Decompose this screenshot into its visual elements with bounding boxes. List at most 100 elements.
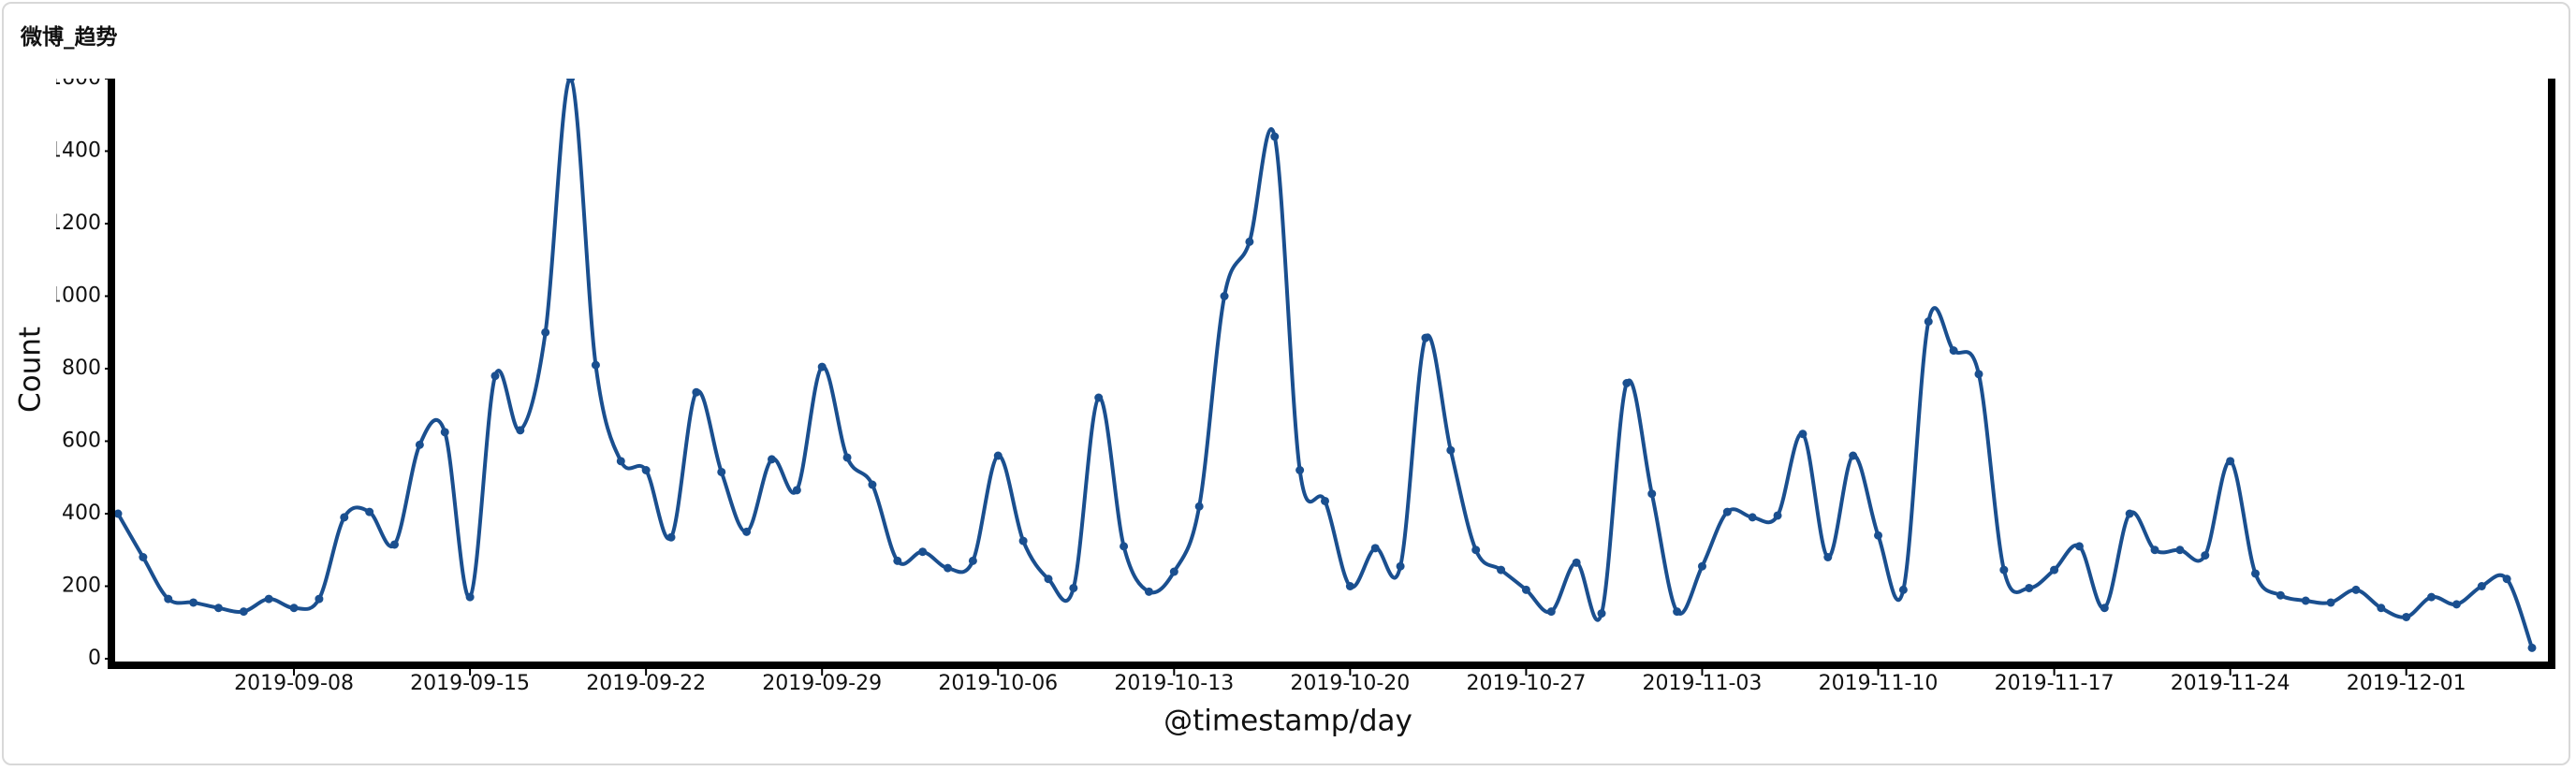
plot-area: 0 200 400 600 800 1000 1200 1400 1600: [49, 66, 2537, 670]
data-point: [2074, 542, 2084, 551]
data-point: [490, 371, 500, 381]
data-point: [692, 387, 701, 397]
data-point: [1421, 333, 1430, 342]
data-point: [2125, 509, 2134, 518]
data-point: [1798, 429, 1808, 439]
x-tick-label: 2019-09-29: [762, 672, 882, 695]
x-tick-label: 2019-09-22: [586, 672, 706, 695]
data-point: [264, 594, 273, 604]
x-axis-label: @timestamp/day: [1164, 705, 1412, 738]
y-tick-label: 1000: [49, 284, 101, 308]
data-point: [767, 455, 776, 464]
data-point: [1874, 531, 1883, 540]
data-point: [1673, 607, 1682, 617]
x-tick-label: 2019-11-10: [1819, 672, 1939, 695]
y-tick-label: 200: [62, 575, 101, 598]
data-point: [616, 457, 625, 466]
data-point: [2250, 569, 2260, 578]
data-point: [566, 79, 576, 83]
x-tick-label: 2019-10-27: [1466, 672, 1586, 695]
data-point: [189, 598, 198, 607]
data-point: [2226, 457, 2235, 466]
data-point: [365, 507, 374, 516]
data-point: [1446, 445, 1456, 455]
data-point: [2025, 583, 2034, 592]
y-tick-label: 400: [62, 502, 101, 525]
x-tick-label: 2019-12-01: [2347, 672, 2466, 695]
data-point: [2377, 604, 2386, 613]
data-point: [1924, 317, 1933, 327]
data-point: [390, 540, 400, 549]
data-point: [315, 594, 324, 604]
data-point: [1194, 502, 1204, 511]
data-point: [666, 532, 676, 542]
y-tick-label: 800: [62, 356, 101, 380]
data-point: [1898, 585, 1908, 594]
data-point: [2276, 590, 2285, 600]
x-tick-label: 2019-09-15: [410, 672, 530, 695]
x-tick-label: 2019-11-03: [1643, 672, 1763, 695]
data-point: [1622, 379, 1632, 387]
x-tick-label: 2019-10-13: [1114, 672, 1234, 695]
data-point: [1546, 607, 1556, 617]
y-tick-label: 1200: [49, 211, 101, 235]
data-point: [1521, 585, 1530, 594]
data-point: [1823, 553, 1833, 561]
data-point: [868, 480, 877, 489]
data-point: [1849, 451, 1858, 460]
data-point: [2402, 612, 2411, 621]
data-point: [993, 451, 1003, 460]
data-point: [918, 547, 928, 557]
data-point: [1094, 393, 1104, 402]
data-point: [2150, 546, 2159, 555]
data-point: [1597, 609, 1606, 618]
data-point: [1069, 583, 1078, 592]
data-point: [2100, 604, 2109, 613]
data-point: [1697, 561, 1706, 571]
data-point: [1396, 561, 1405, 571]
data-point: [1245, 237, 1254, 246]
y-axis-label: Count: [14, 327, 48, 413]
data-point: [440, 428, 449, 437]
data-point: [1974, 370, 1983, 379]
x-tick-label: 2019-11-24: [2171, 672, 2291, 695]
data-point: [968, 556, 977, 565]
data-point: [1471, 546, 1481, 555]
data-point: [164, 594, 173, 604]
data-point: [1949, 346, 1958, 356]
data-point: [239, 607, 248, 617]
data-point: [2427, 592, 2437, 602]
data-point: [1144, 587, 1153, 596]
data-point: [1647, 489, 1657, 499]
y-tick-label: 1600: [49, 66, 101, 90]
data-point: [2326, 598, 2335, 607]
data-point: [2301, 596, 2310, 605]
data-point: [1018, 536, 1028, 546]
data-point: [591, 360, 600, 370]
x-tick-label: 2019-09-08: [234, 672, 354, 695]
data-point: [717, 467, 726, 476]
data-point: [340, 513, 349, 522]
data-point: [2502, 575, 2511, 584]
data-point: [817, 362, 827, 371]
data-point: [1295, 466, 1305, 474]
series-line: [116, 79, 2534, 649]
data-point: [2351, 585, 2361, 594]
x-tick-label: 2019-10-06: [938, 672, 1058, 695]
y-tick-label: 0: [88, 647, 101, 670]
data-point: [139, 553, 148, 561]
data-point: [1722, 507, 1732, 516]
data-point: [465, 592, 475, 602]
panel-title: 微博_趋势: [21, 25, 118, 50]
data-point: [516, 426, 525, 435]
data-point: [742, 527, 752, 536]
data-point: [1497, 565, 1506, 575]
data-point: [213, 604, 223, 613]
data-point: [1220, 292, 1229, 300]
data-point: [792, 486, 801, 495]
data-point: [893, 556, 902, 565]
data-point: [842, 453, 852, 462]
y-tick-label: 1400: [49, 139, 101, 163]
